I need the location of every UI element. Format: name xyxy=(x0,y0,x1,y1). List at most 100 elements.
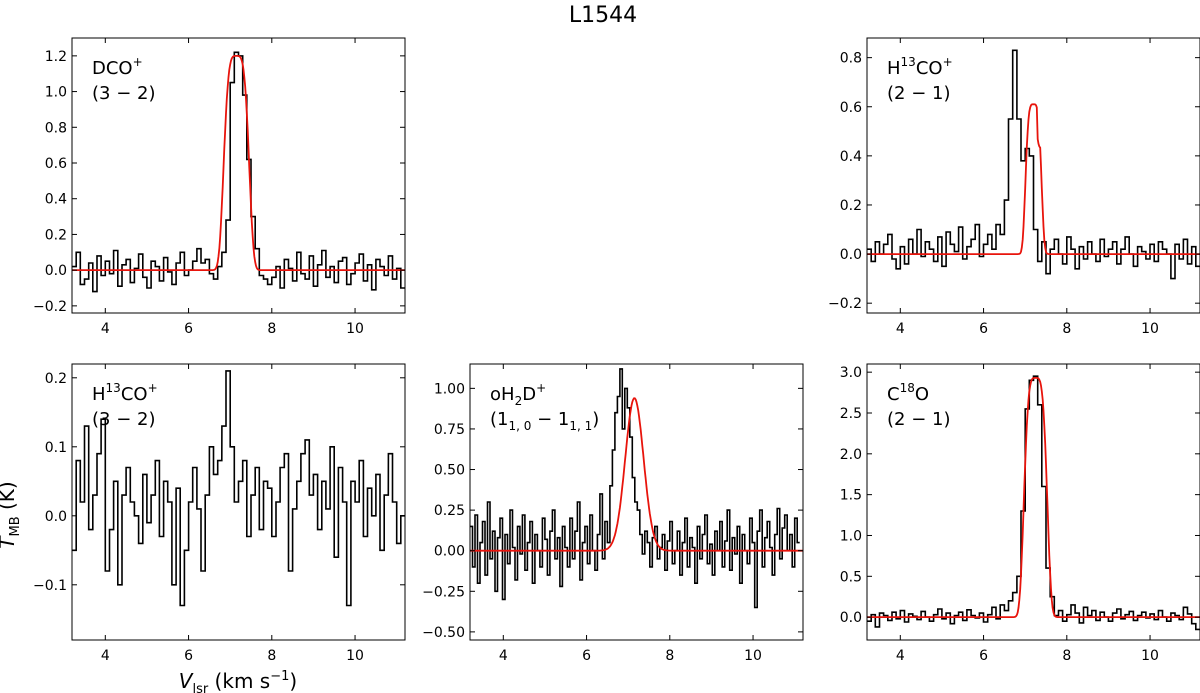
h13co_32-ytick-label: 0.2 xyxy=(45,371,67,387)
c18o-ytick-label: 1.5 xyxy=(840,488,862,504)
oh2d-ytick-label: 0.50 xyxy=(434,463,465,479)
h13co_32-ytick-label: −0.1 xyxy=(33,578,67,594)
h13co_32-ytick-label: 0.0 xyxy=(45,509,67,525)
h13co_32-observed-spectrum xyxy=(72,370,405,607)
oh2d-ytick-label: −0.25 xyxy=(422,584,465,600)
oh2d-xtick-label: 6 xyxy=(582,648,591,664)
h13co_21-observed-spectrum xyxy=(867,49,1200,280)
h13co_32-label-line2: (3 − 2) xyxy=(92,409,155,430)
c18o-label-line2-a: (2 − 1) xyxy=(887,409,950,430)
h13co_21-fit-curve xyxy=(867,103,1200,255)
panel-h13co-3-2: 4 6 8 10 −0.1 0.0 0.1 0.2 H13​CO+​ (3 − 2) xyxy=(33,363,406,664)
h13co_21-xtick-label: 10 xyxy=(1141,321,1159,337)
oh2d-label-line2-c: ) xyxy=(592,409,599,430)
c18o-label-line1-sup1: 18 xyxy=(900,381,915,395)
h13co_32-ytick-label: 0.1 xyxy=(45,440,67,456)
h13co_21-label-line2: (2 − 1) xyxy=(887,83,950,104)
x-axis-title: Vlsr (km s−1) xyxy=(179,669,297,693)
h13co_21-label-line2-a: (2 − 1) xyxy=(887,83,950,104)
dco-xtick-label: 4 xyxy=(101,321,110,337)
h13co_32-label-line2-a: (3 − 2) xyxy=(92,409,155,430)
h13co_32-label-line1-sup1: 13 xyxy=(106,381,121,395)
h13co_21-label-line1-a: H xyxy=(887,58,901,79)
h13co_21-ytick-label: 0.6 xyxy=(840,100,862,116)
h13co_21-label-line1: H13​CO+​ xyxy=(887,55,953,79)
c18o-label-line1-b: O xyxy=(915,384,929,405)
oh2d-label-line1-b: D xyxy=(522,384,536,405)
c18o-xtick-label: 4 xyxy=(896,648,905,664)
dco-xtick-label: 10 xyxy=(346,321,364,337)
dco-ytick-label: 1.0 xyxy=(45,85,67,101)
dco-label-line1-sup: + xyxy=(133,55,143,69)
oh2d-ytick-label: 0.00 xyxy=(434,544,465,560)
h13co_32-xtick-label: 10 xyxy=(346,648,364,664)
panel-oh2d: 4 6 8 10 −0.50 −0.25 0.00 0.25 0.50 0.75 1.00 oH2​D… xyxy=(422,363,804,664)
c18o-fit-curve xyxy=(867,377,1200,618)
c18o-ytick-label: 0.0 xyxy=(840,610,862,626)
c18o-ytick-label: 3.0 xyxy=(840,365,862,381)
figure-title: L1544 xyxy=(569,3,637,28)
oh2d-label-line2-sub2: 1, 1 xyxy=(569,419,592,433)
h13co_32-label-line1-b: CO xyxy=(121,384,148,405)
h13co_21-label-line1-sup: + xyxy=(943,55,953,69)
dco-xtick-label: 6 xyxy=(184,321,193,337)
oh2d-ytick-label: −0.50 xyxy=(422,625,465,641)
oh2d-label-line1-sup: + xyxy=(536,381,546,395)
c18o-ytick-label: 2.5 xyxy=(840,406,862,422)
oh2d-label-line2-a: (1 xyxy=(490,409,508,430)
dco-ytick-label: 0.0 xyxy=(45,263,67,279)
oh2d-label-line1: oH2​D+​ xyxy=(490,381,546,408)
h13co_21-label-line1-sup1: 13 xyxy=(901,55,916,69)
dco-label-line2-a: (3 − 2) xyxy=(92,83,155,104)
x-axis-symbol: V xyxy=(179,669,194,693)
h13co_32-xtick-label: 8 xyxy=(267,648,276,664)
dco-ytick-label: 0.2 xyxy=(45,227,67,243)
panel-dco: 4 6 8 10 −0.2 0.0 0.2 0.4 0.6 0.8 1.0 1.2 DCO+​ (3 − … xyxy=(33,37,406,337)
y-axis-subscript: MB xyxy=(8,516,23,536)
oh2d-label-line1-a: oH xyxy=(490,384,515,405)
h13co_21-ytick-label: −0.2 xyxy=(828,296,862,312)
c18o-label-line1: C18​O xyxy=(887,381,929,405)
c18o-label-line1-a: C xyxy=(887,384,900,405)
x-axis-unit-close: ) xyxy=(289,669,297,693)
x-axis-unit-exponent: −1 xyxy=(270,669,289,684)
c18o-frame xyxy=(866,363,1200,641)
dco-fit-curve xyxy=(72,55,405,271)
dco-label-line1: DCO+​ xyxy=(92,55,143,79)
oh2d-ytick-label: 0.75 xyxy=(434,422,465,438)
h13co_21-xtick-label: 4 xyxy=(896,321,905,337)
oh2d-label-line2-b: − 1 xyxy=(531,409,569,430)
x-axis-unit: (km s xyxy=(208,669,270,693)
panel-c18o: 4 6 8 10 0.0 0.5 1.0 1.5 2.0 2.5 3.0 C18​O (2 − 1) xyxy=(840,363,1200,664)
dco-ytick-label: 0.8 xyxy=(45,120,67,136)
oh2d-observed-spectrum xyxy=(470,368,800,609)
h13co_21-ytick-label: 0.4 xyxy=(840,149,862,165)
h13co_21-ytick-label: 0.0 xyxy=(840,247,862,263)
h13co_32-label-line1-sup: + xyxy=(148,381,158,395)
c18o-ytick-label: 2.0 xyxy=(840,447,862,463)
c18o-label-line2: (2 − 1) xyxy=(887,409,950,430)
oh2d-ytick-label: 0.25 xyxy=(434,503,465,519)
h13co_21-ytick-label: 0.2 xyxy=(840,198,862,214)
h13co_32-label-line1-a: H xyxy=(92,384,106,405)
panel-h13co-2-1: 4 6 8 10 −0.2 0.0 0.2 0.4 0.6 0.8 H13​CO+​ (2 − 1) xyxy=(828,37,1200,337)
oh2d-xtick-label: 4 xyxy=(499,648,508,664)
dco-frame xyxy=(71,37,406,314)
y-axis-title: TMB (K) xyxy=(0,481,23,548)
c18o-xtick-label: 8 xyxy=(1062,648,1071,664)
dco-ytick-label: 0.6 xyxy=(45,156,67,172)
c18o-xtick-label: 6 xyxy=(979,648,988,664)
oh2d-ytick-label: 1.00 xyxy=(434,381,465,397)
h13co_32-frame xyxy=(71,363,406,641)
dco-ytick-label: 0.4 xyxy=(45,192,67,208)
dco-ytick-label: 1.2 xyxy=(45,49,67,65)
h13co_21-frame xyxy=(866,37,1200,314)
c18o-ytick-label: 1.0 xyxy=(840,528,862,544)
y-axis-unit: (K) xyxy=(0,481,19,516)
dco-observed-spectrum xyxy=(72,51,405,293)
oh2d-xtick-label: 10 xyxy=(744,648,762,664)
oh2d-fit-curve xyxy=(470,397,803,552)
dco-label-line1-a: DCO xyxy=(92,58,133,79)
h13co_21-xtick-label: 8 xyxy=(1062,321,1071,337)
